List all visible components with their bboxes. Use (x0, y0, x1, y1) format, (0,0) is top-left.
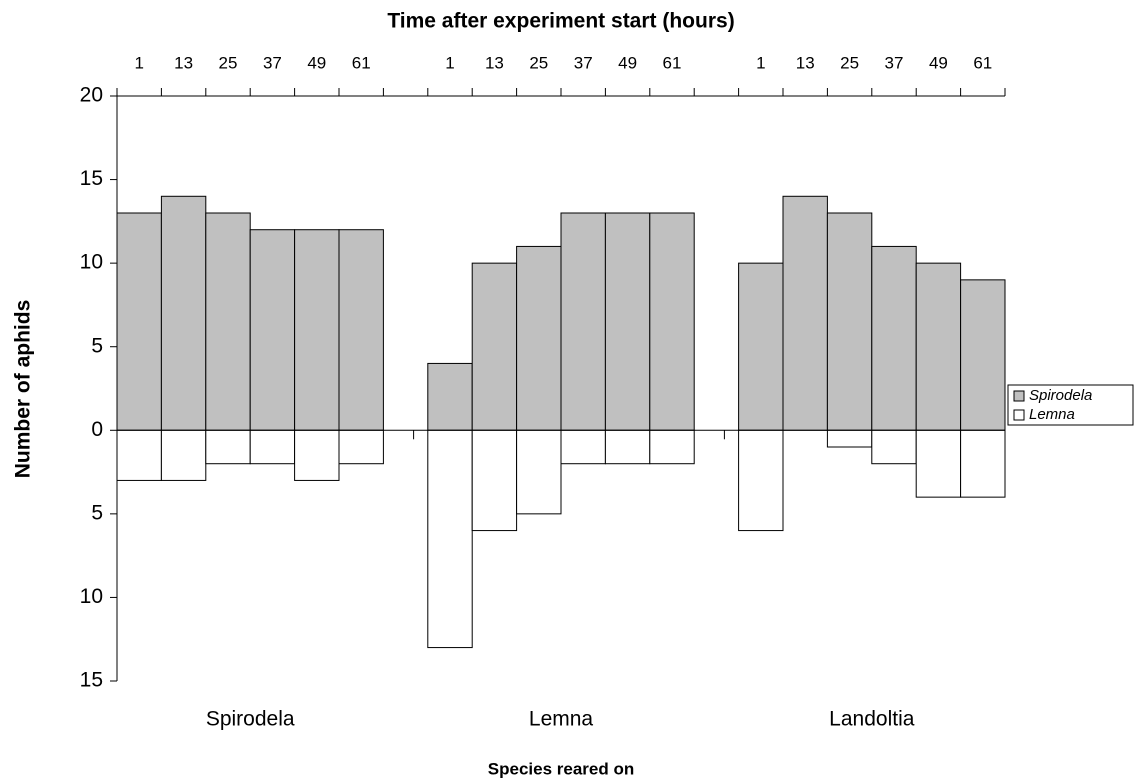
top-tick-label: 61 (663, 53, 682, 72)
y-tick-label: 10 (80, 251, 103, 274)
legend-box (1007, 384, 1134, 426)
legend-swatch (1013, 409, 1025, 421)
y-tick-label: 5 (91, 501, 103, 524)
bar (738, 262, 784, 431)
bar (782, 195, 828, 431)
legend-swatch (1013, 390, 1025, 402)
bar (560, 429, 606, 465)
bar (160, 195, 207, 431)
y-tick-label: 10 (80, 585, 103, 608)
top-tick-label: 25 (840, 53, 859, 72)
bar (205, 429, 251, 465)
bar (427, 362, 473, 431)
bar (338, 429, 384, 465)
top-tick-label: 49 (618, 53, 637, 72)
bar (560, 212, 606, 431)
bar (871, 429, 917, 465)
y-tick-label: 0 (91, 418, 103, 441)
legend-label: Spirodela (1029, 387, 1092, 404)
bar (826, 429, 873, 448)
bar (649, 212, 695, 431)
x-axis-label: Species reared on (488, 759, 634, 778)
bar (116, 212, 162, 431)
bar (604, 429, 651, 465)
bar (471, 262, 518, 431)
top-tick-label: 25 (529, 53, 548, 72)
bar (915, 262, 962, 431)
bar (915, 429, 962, 498)
legend-label: Lemna (1029, 406, 1075, 423)
y-tick-label: 15 (80, 669, 103, 692)
bar (649, 429, 695, 465)
bar (604, 212, 651, 431)
bar (471, 429, 518, 532)
y-axis-label: Number of aphids (12, 300, 35, 479)
y-tick-label: 15 (80, 167, 103, 190)
top-tick-label: 1 (134, 53, 143, 72)
top-tick-label: 61 (973, 53, 992, 72)
top-tick-label: 61 (352, 53, 371, 72)
bar (205, 212, 251, 431)
top-tick-label: 1 (445, 53, 454, 72)
bar (960, 279, 1006, 431)
top-tick-label: 13 (796, 53, 815, 72)
bar (249, 229, 296, 431)
top-tick-label: 37 (885, 53, 904, 72)
bar (826, 212, 873, 431)
y-tick-label: 5 (91, 334, 103, 357)
bar (294, 429, 340, 481)
bar (427, 429, 473, 649)
chart-title: Time after experiment start (hours) (387, 10, 734, 33)
top-tick-label: 13 (174, 53, 193, 72)
bar (160, 429, 207, 481)
group-label: Lemna (529, 708, 594, 731)
bar (249, 429, 296, 465)
top-tick-label: 1 (756, 53, 765, 72)
top-tick-label: 25 (219, 53, 238, 72)
bar (516, 245, 562, 431)
y-tick-label: 20 (80, 84, 103, 107)
bar (738, 429, 784, 532)
bar (116, 429, 162, 481)
top-tick-label: 13 (485, 53, 504, 72)
bar (294, 229, 340, 431)
top-tick-label: 37 (574, 53, 593, 72)
top-tick-label: 49 (307, 53, 326, 72)
group-label: Spirodela (206, 708, 295, 731)
top-tick-label: 37 (263, 53, 282, 72)
bar (338, 229, 384, 431)
group-label: Landoltia (829, 708, 915, 731)
bar (516, 429, 562, 515)
bar (960, 429, 1006, 498)
bar (871, 245, 917, 431)
top-tick-label: 49 (929, 53, 948, 72)
